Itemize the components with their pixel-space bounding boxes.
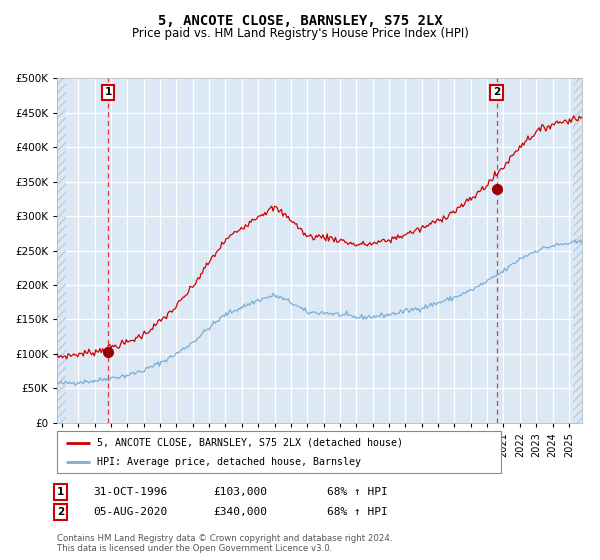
Text: £340,000: £340,000 — [213, 507, 267, 517]
Text: 31-OCT-1996: 31-OCT-1996 — [93, 487, 167, 497]
Text: 2: 2 — [493, 87, 500, 97]
Text: 68% ↑ HPI: 68% ↑ HPI — [327, 507, 388, 517]
FancyBboxPatch shape — [57, 431, 501, 473]
Text: 68% ↑ HPI: 68% ↑ HPI — [327, 487, 388, 497]
Text: 5, ANCOTE CLOSE, BARNSLEY, S75 2LX (detached house): 5, ANCOTE CLOSE, BARNSLEY, S75 2LX (deta… — [97, 437, 403, 447]
Text: Contains HM Land Registry data © Crown copyright and database right 2024.
This d: Contains HM Land Registry data © Crown c… — [57, 534, 392, 553]
Text: 2: 2 — [57, 507, 64, 517]
Text: HPI: Average price, detached house, Barnsley: HPI: Average price, detached house, Barn… — [97, 457, 361, 467]
Text: Price paid vs. HM Land Registry's House Price Index (HPI): Price paid vs. HM Land Registry's House … — [131, 27, 469, 40]
Text: 1: 1 — [104, 87, 112, 97]
Text: 5, ANCOTE CLOSE, BARNSLEY, S75 2LX: 5, ANCOTE CLOSE, BARNSLEY, S75 2LX — [158, 14, 442, 28]
Text: £103,000: £103,000 — [213, 487, 267, 497]
Text: 1: 1 — [57, 487, 64, 497]
Text: 05-AUG-2020: 05-AUG-2020 — [93, 507, 167, 517]
